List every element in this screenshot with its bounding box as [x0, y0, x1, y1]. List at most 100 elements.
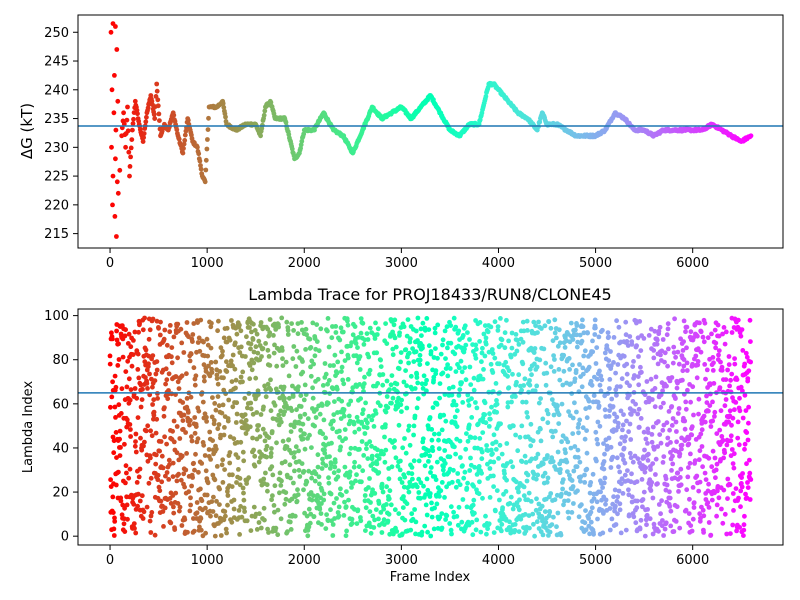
- lambda-point: [597, 368, 602, 374]
- lambda-point: [383, 422, 388, 427]
- lambda-point: [646, 333, 652, 338]
- lambda-point: [508, 494, 514, 500]
- lambda-point: [186, 489, 192, 495]
- lambda-point: [139, 493, 145, 499]
- lambda-point: [577, 417, 583, 423]
- lambda-point: [731, 465, 737, 471]
- lambda-point: [381, 517, 387, 523]
- lambda-point: [124, 502, 130, 508]
- lambda-point: [428, 533, 434, 539]
- lambda-point: [301, 487, 306, 493]
- lambda-point: [566, 491, 572, 497]
- lambda-point: [251, 321, 256, 327]
- lambda-point: [185, 529, 190, 535]
- delta-g-point: [115, 98, 121, 104]
- lambda-point: [591, 496, 597, 501]
- lambda-point: [702, 470, 708, 476]
- lambda-point: [385, 405, 391, 410]
- lambda-point: [552, 330, 558, 336]
- lambda-point: [362, 374, 367, 380]
- lambda-point: [714, 461, 720, 467]
- lambda-point: [332, 516, 337, 521]
- lambda-point: [542, 323, 548, 329]
- lambda-point: [264, 454, 269, 460]
- lambda-point: [351, 421, 357, 427]
- lambda-point: [361, 342, 367, 347]
- lambda-point: [227, 434, 233, 440]
- lambda-point: [462, 346, 467, 352]
- lambda-point: [491, 484, 496, 489]
- lambda-point: [272, 483, 278, 489]
- lambda-point: [395, 463, 401, 469]
- lambda-point: [437, 395, 442, 401]
- lambda-point: [439, 511, 445, 516]
- lambda-point: [636, 406, 642, 412]
- lambda-point: [591, 531, 596, 537]
- lambda-point: [448, 323, 454, 328]
- lambda-point: [618, 530, 624, 536]
- lambda-point: [113, 430, 119, 435]
- lambda-point: [528, 499, 534, 504]
- lambda-point: [656, 528, 661, 534]
- lambda-point: [745, 485, 751, 490]
- lambda-point: [744, 430, 750, 435]
- lambda-point: [373, 507, 379, 512]
- lambda-point: [248, 528, 254, 533]
- lambda-point: [321, 417, 327, 423]
- lambda-point: [517, 497, 522, 503]
- lambda-point: [655, 444, 661, 449]
- lambda-point: [345, 322, 351, 328]
- lambda-point: [437, 493, 442, 499]
- lambda-point: [612, 487, 618, 493]
- lambda-point: [601, 441, 606, 446]
- lambda-point: [416, 476, 422, 482]
- lambda-point: [398, 350, 404, 355]
- lambda-point: [499, 451, 505, 457]
- lambda-point: [245, 405, 250, 411]
- lambda-point: [507, 519, 512, 525]
- lambda-point: [657, 324, 663, 330]
- lambda-point: [635, 335, 641, 341]
- lambda-point: [524, 318, 530, 324]
- lambda-point: [134, 480, 140, 485]
- lambda-point: [549, 522, 555, 527]
- lambda-point: [322, 450, 328, 456]
- lambda-point: [126, 475, 132, 481]
- lambda-point: [270, 493, 275, 499]
- lambda-point: [726, 354, 732, 359]
- lambda-point: [392, 438, 397, 444]
- lambda-point: [320, 456, 325, 462]
- lambda-point: [330, 522, 336, 527]
- lambda-point: [576, 430, 581, 436]
- delta-g-point: [128, 145, 134, 151]
- lambda-point: [667, 489, 672, 495]
- lambda-point: [214, 498, 219, 504]
- lambda-point: [409, 465, 415, 470]
- lambda-point: [654, 341, 660, 347]
- lambda-point: [588, 480, 594, 485]
- lambda-point: [711, 360, 716, 366]
- lambda-point: [684, 324, 690, 330]
- lambda-point: [341, 513, 347, 518]
- lambda-point: [148, 455, 153, 461]
- lambda-point: [723, 329, 729, 335]
- lambda-point: [510, 506, 516, 512]
- lambda-point: [689, 432, 695, 438]
- lambda-point: [724, 442, 730, 448]
- lambda-point: [314, 407, 319, 412]
- lambda-point: [248, 400, 254, 406]
- lambda-point: [477, 479, 482, 485]
- lambda-point: [282, 459, 288, 465]
- lambda-point: [169, 354, 174, 360]
- lambda-point: [531, 471, 537, 477]
- lambda-point: [584, 466, 590, 472]
- lambda-point: [157, 332, 163, 338]
- lambda-point: [712, 414, 717, 419]
- lambda-point: [157, 488, 163, 494]
- lambda-point: [523, 399, 529, 405]
- lambda-point: [231, 436, 237, 442]
- lambda-point: [730, 415, 736, 421]
- lambda-point: [679, 442, 685, 448]
- lambda-point: [688, 451, 693, 457]
- lambda-point: [530, 438, 536, 444]
